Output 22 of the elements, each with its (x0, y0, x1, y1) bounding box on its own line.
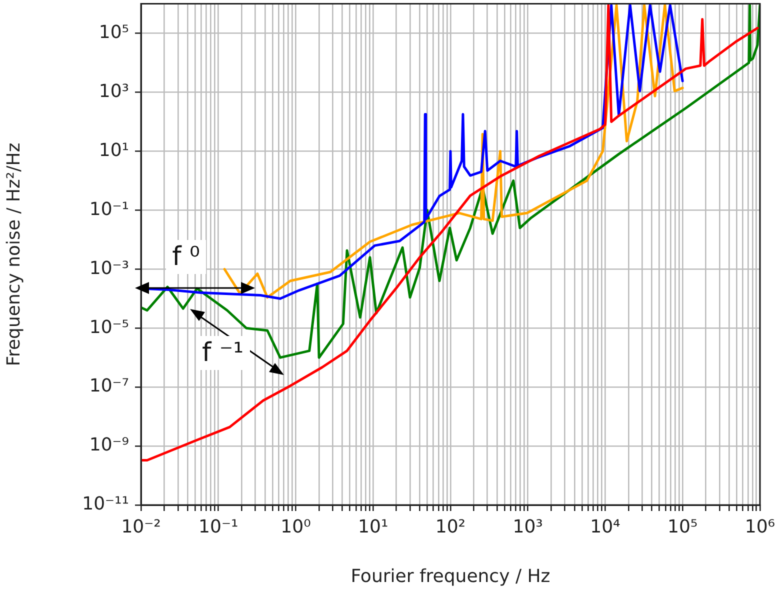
y-tick-label: 10⁻¹ (89, 198, 129, 220)
y-tick-label: 10⁻⁹ (89, 434, 129, 456)
x-tick-label: 10⁵ (668, 516, 698, 538)
y-tick-label: 10⁵ (98, 22, 129, 43)
y-axis-title: Frequency noise / Hz²/Hz (3, 142, 24, 366)
x-tick-label: 10² (435, 516, 466, 538)
y-tick-label: 10⁻⁵ (89, 316, 129, 338)
x-tick-label: 10⁴ (590, 516, 620, 538)
y-tick-label: 10¹ (98, 140, 129, 161)
x-tick-label: 10¹ (358, 516, 388, 538)
x-tick-label: 10⁻² (121, 516, 161, 538)
x-tick-label: 10⁶ (744, 516, 775, 538)
annotation: f ⁰ (166, 240, 206, 274)
x-axis-title: Fourier frequency / Hz (350, 566, 550, 587)
x-tick-label: 10³ (512, 516, 543, 538)
y-tick-label: 10⁻¹¹ (82, 494, 129, 515)
annotation: f ⁻¹ (196, 336, 250, 370)
x-tick-label: 10⁰ (280, 516, 311, 538)
y-tick-label: 10⁻³ (89, 258, 129, 279)
y-tick-label: 10³ (98, 80, 129, 102)
x-tick-label: 10⁻¹ (198, 516, 238, 538)
y-tick-label: 10⁻⁷ (89, 376, 129, 397)
